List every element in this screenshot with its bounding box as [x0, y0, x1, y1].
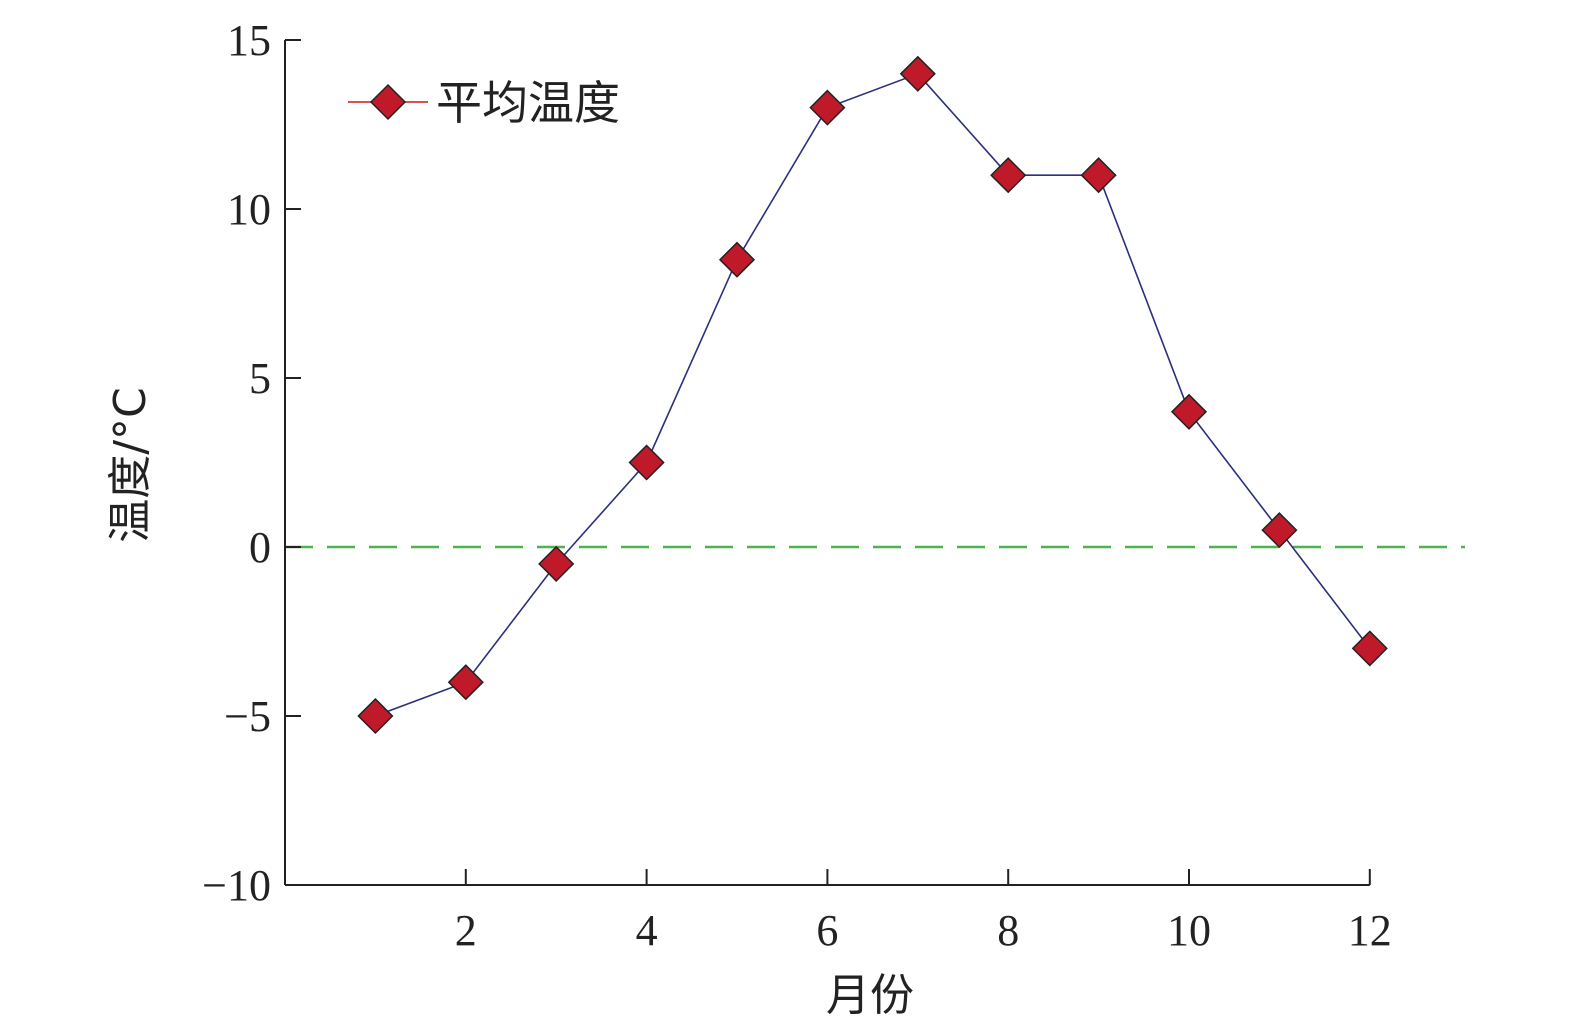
series-markers [357, 55, 1388, 735]
data-point-marker [447, 664, 484, 701]
data-point-marker [628, 444, 665, 481]
data-point-marker [357, 697, 394, 735]
x-tick-label: 10 [1167, 906, 1211, 955]
x-tick-label: 8 [997, 906, 1019, 955]
y-axis-ticks: 15 10 5 0 −5 −10 [202, 16, 301, 910]
data-point-marker [1170, 393, 1208, 430]
data-point-marker [1261, 512, 1298, 549]
x-tick-label: 12 [1348, 906, 1392, 955]
x-tick-label: 6 [816, 906, 838, 955]
data-point-marker [809, 89, 846, 126]
x-tick-label: 2 [455, 906, 477, 955]
x-axis-ticks: 2 4 6 8 10 12 [455, 869, 1392, 955]
y-tick-label: 5 [249, 354, 271, 403]
x-axis-title: 月份 [826, 970, 914, 1021]
y-tick-label: −5 [224, 692, 271, 741]
y-tick-label: 0 [249, 523, 271, 572]
data-point-marker [990, 157, 1027, 194]
y-tick-label: 10 [227, 185, 271, 234]
y-tick-label: −10 [202, 861, 271, 910]
data-point-marker [1351, 630, 1388, 667]
data-point-marker [1080, 157, 1117, 194]
y-tick-label: 15 [227, 16, 271, 65]
legend-diamond-marker [369, 83, 407, 121]
data-point-marker [718, 241, 756, 278]
y-axis-title: 温度/°C [105, 387, 156, 543]
x-tick-label: 4 [636, 906, 658, 955]
legend-label: 平均温度 [436, 76, 620, 130]
legend: 平均温度 [348, 76, 620, 130]
data-point-marker [899, 55, 936, 92]
data-point-marker [538, 545, 575, 582]
series-line-average-temperature [375, 72, 1371, 717]
